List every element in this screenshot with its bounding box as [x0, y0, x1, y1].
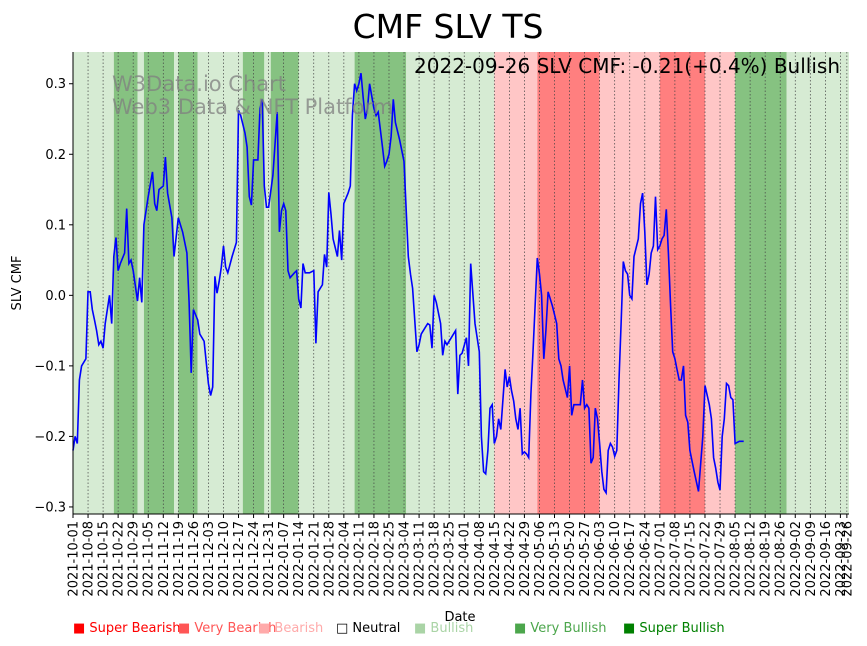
week-gridlines [72, 52, 848, 514]
x-tick-label: 2021-12-10 [217, 521, 232, 597]
x-axis-label: Date [444, 610, 475, 625]
x-tick-label: 2022-09-09 [804, 521, 819, 597]
x-tick-label: 2022-03-18 [428, 521, 443, 597]
x-tick-label: 2022-04-22 [503, 521, 518, 597]
x-tick-label: 2022-01-07 [277, 521, 292, 597]
y-tick-label: 0.1 [45, 218, 66, 233]
x-tick-label: 2022-02-11 [352, 521, 367, 597]
legend-item: ■ Very Bullish [514, 621, 607, 636]
x-tick-label: 2022-03-04 [398, 521, 413, 597]
region-bullish [786, 52, 849, 514]
y-tick-label: −0.2 [34, 430, 66, 445]
chart-title: CMF SLV TS [353, 7, 544, 46]
x-tick-label: 2021-10-01 [67, 521, 82, 597]
legend-item: ■ Super Bearish [73, 621, 181, 636]
watermark-line-2: Web3 Data & NFT Platform [112, 95, 393, 119]
x-tick-label: 2022-01-14 [292, 521, 307, 597]
x-tick-label: 2022-04-08 [473, 521, 488, 597]
x-tick-label: 2021-11-26 [187, 521, 202, 597]
region-bearish [494, 52, 538, 514]
region-bullish [406, 52, 495, 514]
x-tick-label: 2022-06-10 [608, 521, 623, 597]
x-tick-label: 2022-03-25 [443, 521, 458, 597]
x-tick-label: 2022-08-26 [774, 521, 789, 597]
region-bullish [73, 52, 114, 514]
x-tick-label: 2022-04-01 [458, 521, 473, 597]
legend-item: ■ Very Bearish [178, 621, 277, 636]
x-tick-label: 2022-02-04 [337, 521, 352, 597]
y-tick-label: 0.0 [45, 289, 66, 304]
x-tick-label: 2021-12-24 [247, 521, 262, 597]
region-very_bullish [270, 52, 299, 514]
x-tick-label: 2022-09-23 [834, 521, 849, 597]
y-tick-label: 0.2 [45, 148, 66, 163]
x-tick-label: 2021-12-31 [262, 521, 277, 597]
region-very_bearish [659, 52, 705, 514]
region-bullish [298, 52, 355, 514]
x-tick-label: 2022-09-26 [840, 521, 855, 597]
region-bullish [264, 52, 271, 514]
x-tick-label: 2022-08-19 [759, 521, 774, 597]
x-tick-label: 2022-06-17 [623, 521, 638, 597]
x-tick-label: 2021-10-22 [112, 521, 127, 597]
x-tick-label: 2022-07-29 [714, 521, 729, 597]
x-tick-label: 2022-01-28 [322, 521, 337, 597]
x-tick-label: 2022-09-02 [789, 521, 804, 597]
region-very_bullish [143, 52, 175, 514]
x-tick-label: 2022-09-16 [819, 521, 834, 597]
x-tick-label: 2022-06-24 [638, 521, 653, 597]
x-tick-label: 2021-11-19 [172, 521, 187, 597]
sentiment-regions [73, 52, 849, 514]
x-tick-label: 2022-07-01 [653, 521, 668, 597]
region-very_bullish [735, 52, 787, 514]
x-tick-label: 2021-11-05 [142, 521, 157, 597]
x-tick-label: 2022-07-08 [668, 521, 683, 597]
x-tick-label: 2021-11-12 [157, 521, 172, 597]
x-tick-label: 2022-08-12 [744, 521, 759, 597]
legend-item: ■ Bearish [258, 621, 324, 636]
x-tick-label: 2022-04-29 [518, 521, 533, 597]
region-very_bullish [354, 52, 407, 514]
x-tick-label: 2021-12-17 [232, 521, 247, 597]
x-tick-label: 2022-03-11 [413, 521, 428, 597]
x-tick-label: 2022-05-27 [578, 521, 593, 597]
legend-item: ■ Super Bullish [623, 621, 725, 636]
x-tick-label: 2022-07-22 [699, 521, 714, 597]
x-tick-label: 2022-04-15 [488, 521, 503, 597]
x-tick-label: 2022-02-18 [367, 521, 382, 597]
latest-value-annotation: 2022-09-26 SLV CMF: -0.21(+0.4%) Bullish [414, 54, 840, 78]
x-tick-label: 2021-12-03 [202, 521, 217, 597]
y-ticks: −0.3 −0.2 −0.1 0.0 0.1 0.2 0.3 [34, 77, 73, 515]
y-tick-label: 0.3 [45, 77, 66, 92]
x-tick-label: 2022-05-06 [533, 521, 548, 597]
legend-item: □ Neutral [336, 621, 401, 636]
y-tick-label: −0.3 [34, 500, 66, 515]
x-tick-label: 2022-05-13 [548, 521, 563, 597]
x-tick-label: 2022-06-03 [593, 521, 608, 597]
region-bullish [174, 52, 179, 514]
x-tick-label: 2022-01-21 [307, 521, 322, 597]
legend: ■ Super Bearish ■ Very Bearish ■ Bearish □ … [0, 621, 867, 639]
y-axis-label: SLV CMF [10, 256, 25, 311]
x-tick-label: 2021-10-29 [127, 521, 142, 597]
x-tick-label: 2022-08-05 [729, 521, 744, 597]
region-very_bullish [113, 52, 138, 514]
x-tick-label: 2021-10-08 [82, 521, 97, 597]
watermark-line-1: W3Data.io Chart [112, 72, 286, 96]
region-bullish [197, 52, 243, 514]
cmf-line [72, 73, 744, 496]
x-tick-label: 2021-10-15 [97, 521, 112, 597]
x-ticks: 2021-10-01 2021-10-08 2021-10-15 2021-10-22… [67, 514, 855, 597]
x-tick-label: 2022-05-20 [563, 521, 578, 597]
x-tick-label: 2022-02-25 [383, 521, 398, 597]
y-tick-label: −0.1 [34, 359, 66, 374]
x-tick-label: 2022-07-15 [683, 521, 698, 597]
legend-item: ■ Bullish [414, 621, 474, 636]
